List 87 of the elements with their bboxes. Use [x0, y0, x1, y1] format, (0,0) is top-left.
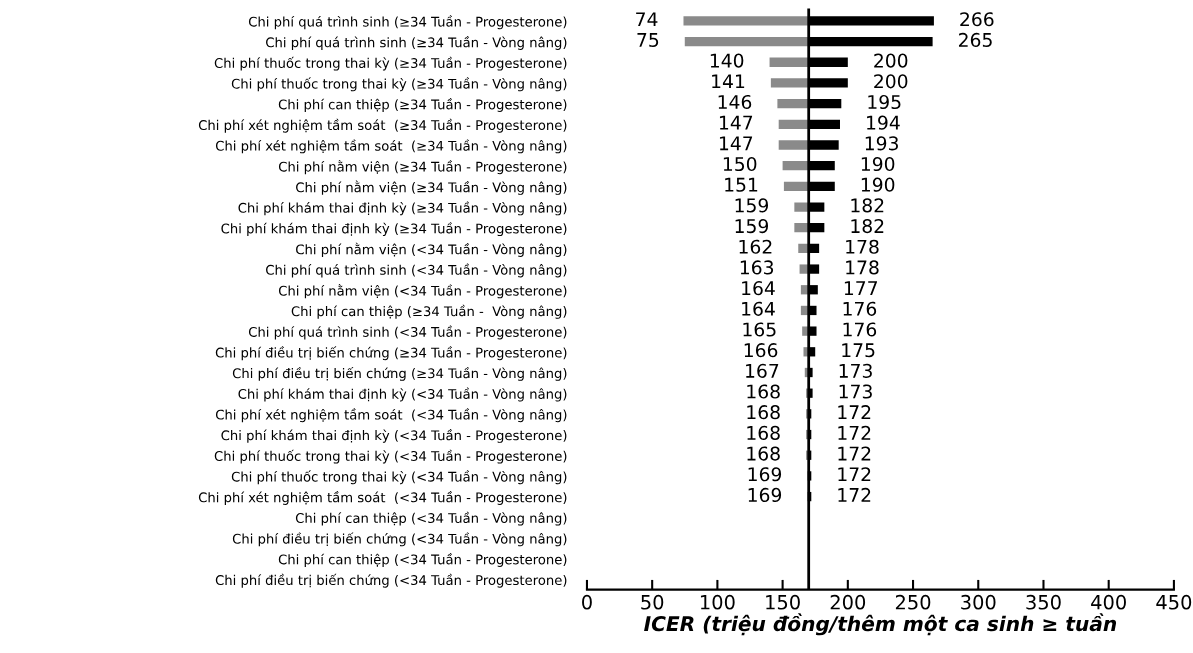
data-label: 178 [846, 260, 879, 275]
data-label: 176 [843, 301, 877, 316]
data-label: 147 [719, 136, 753, 151]
data-label: 172 [838, 446, 871, 461]
x-tick-label: 450 [1156, 594, 1192, 610]
data-label: 159 [735, 198, 769, 213]
data-label: 166 [744, 343, 778, 358]
data-label: 163 [740, 260, 774, 275]
y-tick-label: Chi phí quá trình sinh (≥34 Tuần - Vòng nâng) [266, 36, 567, 50]
y-tick-label: Chi phí thuốc trong thai kỳ (<34 Tuần - Vòng nâng) [231, 470, 567, 485]
x-tick-label: 0 [582, 594, 592, 610]
data-label: 194 [867, 115, 900, 130]
y-tick-label: Chi phí xét nghiệm tầm soát (<34 Tuần - Vòng nâng) [215, 408, 567, 423]
x-tick-label: 300 [961, 594, 996, 610]
data-label: 141 [712, 74, 745, 89]
data-label: 75 [637, 33, 659, 48]
y-tick-label: Chi phí can thiệp (<34 Tuần - Progesterone) [278, 553, 567, 567]
x-tick-label: 350 [1026, 594, 1061, 610]
y-tick-label: Chi phí xét nghiệm tầm soát (≥34 Tuần - Vòng nâng) [215, 139, 567, 154]
data-label: 74 [636, 12, 658, 27]
data-label: 190 [861, 156, 895, 172]
data-label: 159 [735, 218, 769, 234]
data-label: 168 [747, 446, 780, 461]
y-tick-label: Chi phí khám thai định kỳ (≥34 Tuần - Vòng nâng) [238, 201, 567, 216]
y-tick-label: Chi phí quá trình sinh (≥34 Tuần - Progesterone) [248, 15, 567, 30]
data-label: 169 [748, 467, 782, 482]
data-label: 176 [843, 322, 877, 337]
data-label: 265 [958, 32, 992, 48]
y-tick-label: Chi phí điều trị biến chứng (≥34 Tuần - Progesterone) [215, 346, 567, 361]
y-tick-label: Chi phí thuốc trong thai kỳ (<34 Tuần - Progesterone) [214, 449, 567, 464]
data-label: 169 [748, 487, 782, 503]
data-label: 168 [747, 425, 780, 440]
x-tick-label: 250 [895, 594, 931, 610]
data-label: 200 [874, 53, 908, 68]
y-tick-label: Chi phí quá trình sinh (<34 Tuần - Progesterone) [248, 325, 567, 340]
y-tick-label: Chi phí can thiệp (≥34 Tuần - Vòng nâng) [291, 304, 567, 319]
x-tick-label: 200 [830, 594, 866, 610]
data-label: 147 [719, 115, 753, 130]
data-label: 172 [838, 405, 871, 420]
data-label: 193 [865, 136, 898, 151]
data-label: 172 [838, 467, 871, 482]
y-tick-label: Chi phí điều trị biến chứng (≥34 Tuần - Vòng nâng) [232, 366, 567, 381]
data-label: 151 [725, 177, 758, 192]
y-tick-label: Chi phí thuốc trong thai kỳ (≥34 Tuần - Vòng nâng) [231, 77, 567, 92]
x-tick-label: 400 [1091, 594, 1126, 610]
data-label: 175 [842, 343, 875, 358]
data-label: 177 [844, 281, 878, 295]
data-label: 195 [868, 94, 901, 110]
y-tick-label: Chi phí điều trị biến chứng (<34 Tuần - Vòng nâng) [232, 532, 567, 547]
data-label: 178 [846, 239, 879, 254]
data-label: 182 [851, 198, 884, 213]
y-tick-label: Chi phí xét nghiệm tầm soát (<34 Tuần - Progesterone) [198, 491, 567, 505]
x-tick-label: 50 [641, 594, 664, 610]
data-label: 173 [839, 384, 872, 399]
data-label: 150 [723, 156, 757, 172]
data-label: 168 [747, 384, 780, 399]
y-tick-label: Chi phí xét nghiệm tầm soát (≥34 Tuần - Progesterone) [198, 118, 567, 133]
y-tick-label: Chi phí nằm viện (<34 Tuần - Progesterone) [278, 283, 567, 299]
data-label: 162 [739, 239, 772, 254]
y-tick-label: Chi phí khám thai định kỳ (≥34 Tuần - Progesterone) [221, 222, 567, 237]
y-tick-label: Chi phí thuốc trong thai kỳ (≥34 Tuần - Progesterone) [214, 56, 567, 71]
y-tick-label: Chi phí nằm viện (≥34 Tuần - Vòng nâng) [296, 180, 567, 195]
data-label: 146 [718, 94, 752, 110]
data-label: 140 [710, 53, 744, 68]
data-label: 266 [960, 12, 994, 27]
data-label: 167 [746, 363, 779, 378]
data-label: 164 [742, 281, 775, 296]
data-label: 190 [861, 177, 895, 192]
y-tick-label: Chi phí điều trị biến chứng (<34 Tuần - Progesterone) [215, 573, 567, 588]
data-label: 173 [839, 363, 872, 378]
data-label: 165 [743, 322, 776, 337]
y-tick-label: Chi phí quá trình sinh (<34 Tuần - Vòng nâng) [266, 263, 567, 278]
y-tick-label: Chi phí khám thai định kỳ (<34 Tuần - Vòng nâng) [238, 387, 567, 402]
y-tick-label: Chi phí khám thai định kỳ (<34 Tuần - Progesterone) [221, 428, 567, 443]
data-label: 182 [851, 218, 884, 234]
y-tick-label: Chi phí can thiệp (<34 Tuần - Vòng nâng) [295, 511, 567, 526]
x-tick-label: 150 [766, 594, 800, 610]
data-label: 168 [747, 405, 780, 420]
data-label: 164 [742, 301, 775, 316]
y-tick-label: Chi phí nằm viện (<34 Tuần - Vòng nâng) [296, 242, 567, 257]
data-label: 200 [874, 74, 908, 89]
data-label: 172 [838, 425, 871, 440]
y-tick-label: Chi phí can thiệp (≥34 Tuần - Progesterone) [278, 98, 567, 112]
x-tick-label: 100 [700, 594, 735, 610]
x-axis-title: ICER (triệu đồng/thêm một ca sinh ≥ tuần [644, 613, 1117, 636]
data-label: 172 [838, 487, 871, 502]
y-tick-label: Chi phí nằm viện (≥34 Tuần - Progesterone) [278, 159, 567, 175]
